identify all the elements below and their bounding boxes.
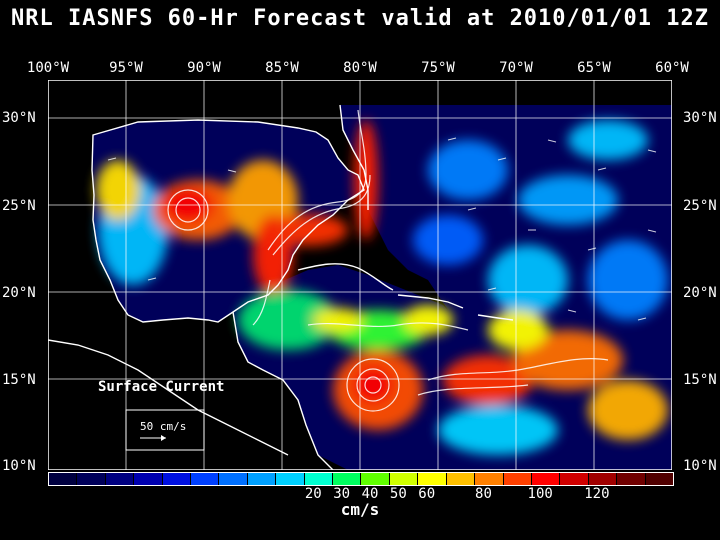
colorbar-swatch — [276, 473, 305, 485]
colorbar-tick-label: 120 — [584, 486, 610, 502]
colorbar-swatch — [531, 473, 561, 485]
colorbar-swatch — [247, 473, 277, 485]
colorbar-swatch — [361, 473, 390, 485]
colorbar-unit: cm/s — [340, 500, 380, 519]
lon-label: 95°W — [109, 60, 143, 76]
lon-label: 80°W — [343, 60, 377, 76]
colorbar-swatch — [617, 473, 646, 485]
atlantic-ocean — [340, 105, 672, 390]
lat-label: 25°N — [2, 198, 36, 214]
lon-label: 100°W — [26, 60, 70, 76]
coastlines — [48, 104, 514, 470]
current-vectors — [107, 137, 657, 321]
colorbar-swatch — [446, 473, 476, 485]
colorbar-swatch — [418, 473, 447, 485]
lon-label: 60°W — [655, 60, 689, 76]
colorbar-swatch — [162, 473, 192, 485]
colorbar-tick-label: 30 — [333, 486, 351, 502]
lon-label: 85°W — [265, 60, 299, 76]
colorbar-swatch — [333, 473, 362, 485]
colorbar-swatch — [49, 473, 78, 485]
colorbar-tick-label: 60 — [418, 486, 436, 502]
colorbar-tick-label: 20 — [304, 486, 322, 502]
colorbar-swatch — [134, 473, 163, 485]
colorbar-swatch — [219, 473, 248, 485]
lon-label: 90°W — [187, 60, 221, 76]
colorbar-tick-label: 50 — [389, 486, 407, 502]
lat-label: 15°N — [683, 372, 717, 388]
map-title: NRL IASNFS 60-Hr Forecast valid at 2010/… — [10, 6, 709, 31]
colorbar-swatch — [645, 473, 673, 485]
lat-label: 10°N — [2, 458, 36, 474]
colorbar-swatch — [304, 473, 334, 485]
legend-scale-label: 50 cm/s — [140, 420, 186, 433]
colorbar-tick-label: 100 — [527, 486, 553, 502]
lat-label: 20°N — [683, 285, 717, 301]
colorbar-swatch — [475, 473, 504, 485]
lat-label: 30°N — [2, 110, 36, 126]
legend-title: Surface Current — [98, 379, 224, 395]
current-speed-map: Surface Current 50 cm/s — [48, 80, 672, 470]
lat-label: 30°N — [683, 110, 717, 126]
colorbar — [48, 472, 674, 486]
lat-label: 15°N — [2, 372, 36, 388]
colorbar-swatch — [503, 473, 532, 485]
lon-label: 65°W — [577, 60, 611, 76]
arrow-icon — [161, 435, 166, 441]
lon-label: 70°W — [499, 60, 533, 76]
lat-label: 10°N — [683, 458, 717, 474]
lon-label: 75°W — [421, 60, 455, 76]
colorbar-swatch — [191, 473, 220, 485]
colorbar-swatch — [105, 473, 135, 485]
colorbar-swatch — [77, 473, 106, 485]
colorbar-swatch — [560, 473, 589, 485]
lat-lon-grid — [48, 80, 672, 470]
legend-scale-box — [125, 409, 205, 451]
colorbar-swatch — [588, 473, 618, 485]
colorbar-tick-label: 40 — [361, 486, 379, 502]
lat-label: 25°N — [683, 198, 717, 214]
colorbar-swatch — [389, 473, 419, 485]
colorbar-tick-label: 80 — [475, 486, 492, 502]
lat-label: 20°N — [2, 285, 36, 301]
